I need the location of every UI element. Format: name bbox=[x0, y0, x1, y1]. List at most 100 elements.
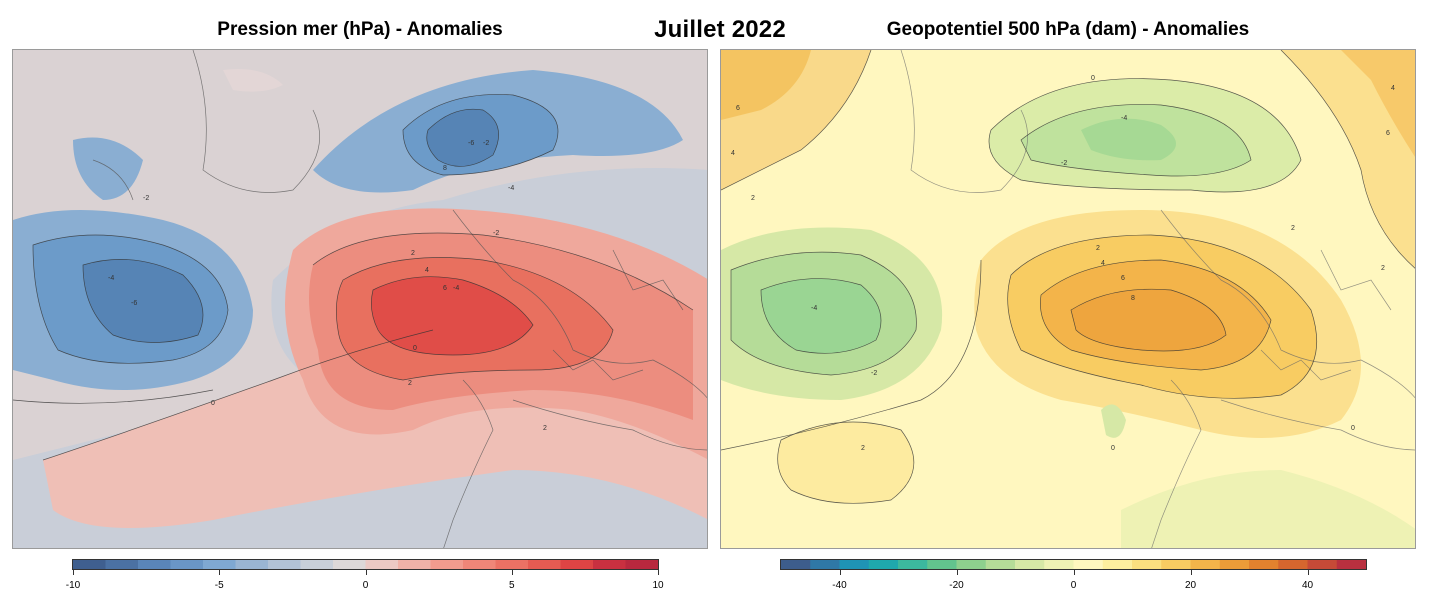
z500-colorbar-swatch bbox=[781, 560, 811, 569]
z500-contour-label: 4 bbox=[1101, 260, 1105, 267]
mslp-colorbar-swatch bbox=[495, 560, 529, 569]
mslp-colorbar-tick-label: 0 bbox=[362, 580, 369, 591]
z500-colorbar-swatch bbox=[1044, 560, 1074, 569]
z500-west-negative-core bbox=[761, 278, 881, 354]
mslp-colorbar-tick bbox=[658, 570, 659, 575]
mslp-anomaly-map: -2 -4 -6 -2 -4 -6 2 4 6 8 2 0 0 2 -2 -4 bbox=[12, 49, 708, 549]
mslp-coastlines bbox=[92, 50, 707, 548]
mslp-contour-label: -4 bbox=[508, 185, 514, 192]
z500-colorbar-swatch bbox=[1307, 560, 1338, 569]
z500-colorbar-swatch bbox=[1073, 560, 1104, 569]
mslp-colorbar-swatch bbox=[105, 560, 139, 569]
z500-colorbar-swatch bbox=[1190, 560, 1221, 569]
mslp-colorbar-swatches bbox=[73, 560, 658, 569]
mslp-contour-label: 8 bbox=[443, 165, 447, 172]
z500-colorbar-tick bbox=[956, 570, 958, 575]
mslp-colorbar-tick bbox=[365, 570, 367, 575]
mslp-colorbar-tick-label: 10 bbox=[652, 580, 664, 591]
mslp-contour-labels: -2 -4 -6 -2 -4 -6 2 4 6 8 2 0 0 2 -2 -4 bbox=[108, 140, 547, 432]
mslp-colorbar-swatch bbox=[365, 560, 399, 569]
mslp-colorbar-swatch bbox=[203, 560, 236, 569]
z500-se-faint bbox=[1121, 470, 1415, 548]
z500-colorbar-swatch bbox=[1015, 560, 1045, 569]
z500-coastlines bbox=[900, 50, 1415, 548]
z500-anomaly-map: 6 4 2 0 -2 -4 -4 -2 2 4 6 8 2 0 2 0 2 4 6 bbox=[720, 49, 1416, 549]
z500-colorbar-tick-label: -20 bbox=[949, 580, 964, 591]
z500-colorbar-swatch bbox=[898, 560, 928, 569]
mslp-contour-label: 2 bbox=[543, 425, 547, 432]
mslp-low-west-core bbox=[83, 259, 203, 343]
z500-contour-label: 2 bbox=[1096, 245, 1100, 252]
mslp-colorbar bbox=[72, 559, 659, 570]
mslp-colorbar-swatch bbox=[560, 560, 594, 569]
mslp-colorbar-tick-label: -5 bbox=[214, 580, 224, 591]
mslp-colorbar-swatch bbox=[463, 560, 496, 569]
z500-colorbar-swatch bbox=[810, 560, 840, 569]
z500-colorbar-swatch bbox=[1102, 560, 1133, 569]
mslp-colorbar-swatch bbox=[398, 560, 431, 569]
z500-contour-label: 0 bbox=[1111, 445, 1115, 452]
z500-contour-label: 6 bbox=[736, 105, 740, 112]
z500-colorbar-swatch bbox=[1132, 560, 1162, 569]
z500-colorbar-swatch bbox=[1249, 560, 1279, 569]
mslp-small-feature bbox=[223, 69, 283, 92]
z500-contour-labels: 6 4 2 0 -2 -4 -4 -2 2 4 6 8 2 0 2 0 2 4 6 bbox=[731, 75, 1395, 452]
z500-colorbar-swatches bbox=[781, 560, 1366, 569]
z500-contour-label: 2 bbox=[861, 445, 865, 452]
mslp-contour-label: -6 bbox=[468, 140, 474, 147]
mslp-colorbar-tick bbox=[219, 570, 221, 575]
z500-dome-core bbox=[1071, 289, 1226, 351]
mslp-contour-label: 0 bbox=[211, 400, 215, 407]
z500-colorbar-swatch bbox=[1219, 560, 1250, 569]
z500-colorbar-tick-label: 20 bbox=[1184, 580, 1197, 591]
z500-colorbar-tick bbox=[839, 570, 841, 575]
figure-title: Juillet 2022 bbox=[654, 16, 786, 43]
mslp-colorbar-tick bbox=[511, 570, 513, 575]
mslp-contour-label: 0 bbox=[413, 345, 417, 352]
mslp-colorbar-swatch bbox=[73, 560, 106, 569]
z500-colorbar-tick-label: 0 bbox=[1070, 580, 1077, 591]
z500-colorbar-swatch bbox=[985, 560, 1016, 569]
right-panel-title: Geopotentiel 500 hPa (dam) - Anomalies bbox=[886, 19, 1250, 40]
z500-colorbar-tick bbox=[1073, 570, 1075, 575]
mslp-colorbar-swatch bbox=[528, 560, 561, 569]
z500-contour-label: 2 bbox=[1381, 265, 1385, 272]
mslp-contour-label: 6 bbox=[443, 285, 447, 292]
z500-colorbar-swatch bbox=[1278, 560, 1308, 569]
mslp-colorbar-tick-label: 5 bbox=[508, 580, 515, 591]
z500-nw-positive-core bbox=[721, 50, 811, 120]
z500-colorbar-swatch bbox=[1161, 560, 1191, 569]
z500-north-negative-core bbox=[1081, 118, 1176, 161]
z500-colorbar-swatch bbox=[839, 560, 870, 569]
z500-ne-positive bbox=[1281, 50, 1415, 269]
z500-contour-label: 0 bbox=[1351, 425, 1355, 432]
left-panel-title: Pression mer (hPa) - Anomalies bbox=[217, 19, 503, 40]
mslp-colorbar-swatch bbox=[593, 560, 626, 569]
z500-contour-label: 8 bbox=[1131, 295, 1135, 302]
mslp-contour-label: 2 bbox=[411, 250, 415, 257]
z500-colorbar-swatch bbox=[868, 560, 899, 569]
mslp-colorbar-swatch bbox=[625, 560, 658, 569]
z500-contour-label: 6 bbox=[1121, 275, 1125, 282]
mslp-colorbar-swatch bbox=[268, 560, 301, 569]
mslp-contours bbox=[13, 94, 694, 461]
z500-ne-positive-core bbox=[1341, 50, 1415, 157]
z500-contour-label: 2 bbox=[1291, 225, 1295, 232]
z500-colorbar-tick-label: 40 bbox=[1301, 580, 1314, 591]
z500-map-canvas: 6 4 2 0 -2 -4 -4 -2 2 4 6 8 2 0 2 0 2 4 6 bbox=[721, 50, 1415, 548]
mslp-contour-label: -2 bbox=[483, 140, 489, 147]
z500-colorbar-swatch bbox=[927, 560, 957, 569]
mslp-colorbar-swatch bbox=[430, 560, 464, 569]
mslp-colorbar-swatch bbox=[333, 560, 366, 569]
z500-contour-label: 2 bbox=[751, 195, 755, 202]
z500-sw-patch bbox=[777, 422, 914, 504]
mslp-colorbar-swatch bbox=[235, 560, 269, 569]
z500-colorbar-swatch bbox=[1336, 560, 1366, 569]
mslp-contour-label: -6 bbox=[131, 300, 137, 307]
z500-small-negative bbox=[1101, 404, 1126, 438]
mslp-contour-label: -4 bbox=[108, 275, 114, 282]
z500-contours bbox=[721, 50, 1415, 504]
z500-contour-label: 0 bbox=[1091, 75, 1095, 82]
mslp-contour-label: -2 bbox=[493, 230, 499, 237]
mslp-low-north-core bbox=[426, 109, 499, 167]
